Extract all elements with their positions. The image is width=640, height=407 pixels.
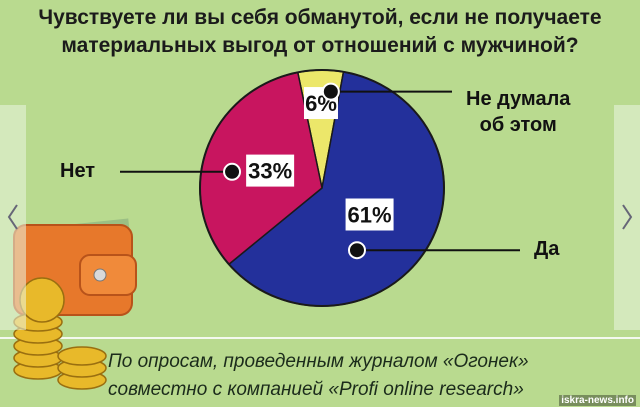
value-label: 61% bbox=[348, 203, 392, 228]
title-line: Чувствуете ли вы себя обманутой, если не… bbox=[38, 6, 602, 29]
watermark: iskra-news.info bbox=[559, 395, 636, 406]
value-label: 33% bbox=[248, 159, 292, 184]
leader-dot bbox=[321, 82, 340, 101]
category-label: Нет bbox=[60, 159, 96, 182]
leader-dot bbox=[223, 162, 242, 181]
category-label: Не думала об этом bbox=[466, 88, 571, 136]
title: Чувствуете ли вы себя обманутой, если не… bbox=[0, 4, 640, 60]
source-line: По опросам, проведенным журналом «Огонек… bbox=[108, 351, 529, 372]
pie: 6%61%33% bbox=[120, 69, 520, 307]
category-label: Да bbox=[534, 238, 560, 261]
value-label-box bbox=[345, 198, 394, 231]
pie-rim bbox=[199, 69, 445, 307]
title-line: материальных выгод от отношений с мужчин… bbox=[61, 34, 579, 57]
prev-button[interactable] bbox=[0, 105, 26, 330]
coins bbox=[13, 277, 107, 390]
source-line: совместно с компанией «Profi online rese… bbox=[108, 379, 524, 400]
value-label-box bbox=[246, 154, 295, 187]
next-button[interactable] bbox=[614, 105, 640, 330]
source-note: По опросам, проведенным журналом «Огонек… bbox=[108, 348, 529, 404]
leader-dot bbox=[347, 241, 366, 260]
